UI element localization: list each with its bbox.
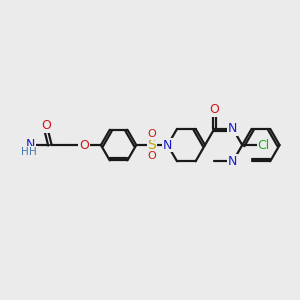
Text: O: O (148, 151, 156, 161)
Text: N: N (163, 139, 172, 152)
Text: N: N (26, 138, 35, 151)
Text: O: O (41, 119, 51, 132)
Text: N: N (228, 155, 238, 168)
Text: H: H (29, 147, 37, 157)
Text: H: H (22, 147, 29, 157)
Text: O: O (209, 103, 219, 116)
Text: S: S (148, 138, 156, 152)
Text: O: O (79, 139, 89, 152)
Text: Cl: Cl (258, 139, 270, 152)
Text: N: N (228, 122, 238, 135)
Text: O: O (148, 129, 156, 139)
